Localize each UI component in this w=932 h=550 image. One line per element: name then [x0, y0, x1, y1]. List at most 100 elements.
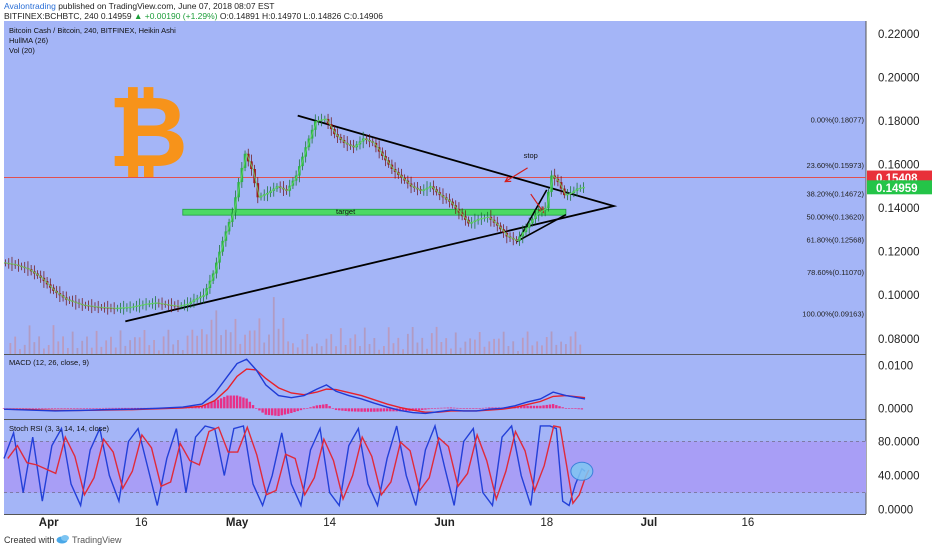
chart-area[interactable]: 0.00%(0.18077) 23.60%(0.15973) 38.20%(0.14…: [0, 21, 932, 531]
stop-arrow[interactable]: [504, 167, 528, 183]
footer-bar: Created with TradingView: [0, 531, 932, 550]
volume-bar: [373, 338, 376, 354]
macd-histogram-bar: [405, 408, 408, 412]
volume-bar: [550, 331, 553, 354]
volume-bar: [459, 347, 462, 354]
author-link[interactable]: Avalontrading: [4, 1, 56, 11]
stoch-title: Stoch RSI (3, 3, 14, 14, close): [9, 424, 110, 433]
macd-histogram-bar: [114, 407, 117, 409]
macd-histogram-bar: [567, 408, 571, 409]
volume-bar: [258, 318, 261, 354]
macd-histogram-bar: [264, 408, 267, 415]
macd-histogram-bar: [542, 405, 545, 409]
fib-label: 50.00%(0.13620): [806, 212, 864, 221]
stop-label: stop: [524, 151, 538, 160]
volume-bar: [33, 342, 36, 354]
price-tick-label: 0.10000: [878, 290, 920, 302]
volume-bar: [478, 332, 481, 354]
volume-bar: [555, 344, 558, 354]
macd-histogram-bar: [350, 408, 354, 412]
macd-histogram-bar: [44, 408, 47, 409]
macd-histogram-bar: [296, 408, 299, 412]
macd-histogram-bar: [363, 408, 366, 412]
time-tick-label: 16: [135, 517, 148, 529]
macd-histogram-bar: [79, 408, 82, 409]
drawings[interactable]: target stop: [4, 114, 866, 323]
volume-bar: [133, 337, 136, 354]
highlight-circle[interactable]: [570, 461, 594, 481]
macd-histogram-bar: [328, 406, 331, 409]
volume-bar: [339, 328, 342, 354]
macd-histogram-bar: [379, 408, 382, 412]
macd-histogram-bar: [63, 408, 66, 409]
triangle-pattern[interactable]: [125, 114, 618, 323]
volume-bar: [392, 343, 395, 354]
volume-bar: [521, 337, 524, 354]
macd-histogram-bar: [414, 408, 418, 411]
macd-histogram-bar: [481, 407, 485, 409]
macd-histogram-bar: [270, 408, 274, 416]
macd-histogram-bar: [376, 408, 379, 412]
target-arrow[interactable]: [530, 193, 545, 214]
volume-bar: [531, 345, 534, 354]
volume-bar: [234, 318, 237, 354]
volume-bar: [224, 329, 227, 354]
volume-bar: [47, 345, 50, 354]
time-tick-label: 18: [540, 517, 553, 529]
macd-histogram-bar: [136, 407, 140, 409]
macd-pane: [2, 358, 586, 417]
macd-histogram-bar: [427, 408, 430, 410]
main-pane-background: [4, 21, 866, 354]
volume-bar: [23, 344, 26, 354]
macd-histogram-bar: [353, 408, 357, 412]
volume-bar: [402, 349, 404, 354]
volume-bar: [57, 341, 60, 354]
volume-bar: [325, 338, 328, 354]
macd-histogram-bar: [290, 408, 293, 414]
macd-histogram-bar: [57, 408, 60, 409]
volume-bar: [502, 331, 505, 354]
macd-histogram-bar: [389, 408, 392, 412]
volume-bar: [330, 334, 333, 354]
macd-histogram-bar: [277, 408, 280, 417]
price-tick-label: 0.14000: [878, 203, 920, 215]
legend-title: Bitcoin Cash / Bitcoin, 240, BITFINEX, H…: [9, 26, 176, 35]
volume-bar: [66, 348, 69, 354]
macd-histogram-bar: [366, 408, 370, 412]
volume-bar: [440, 342, 443, 354]
macd-histogram-bar: [242, 397, 245, 409]
time-tick-label: Apr: [39, 517, 59, 529]
macd-histogram-bar: [34, 408, 38, 409]
macd-histogram-bar: [299, 408, 303, 411]
macd-histogram-bar: [334, 408, 338, 411]
macd-histogram-bar: [440, 407, 443, 409]
macd-histogram-bar: [385, 408, 389, 412]
macd-histogram-bar: [216, 399, 220, 409]
macd-histogram-bar: [104, 407, 108, 409]
fib-label: 0.00%(0.18077): [811, 115, 865, 124]
volume-bar: [244, 334, 246, 354]
macd-histogram-bar: [341, 408, 344, 411]
macd-histogram-bar: [338, 408, 341, 411]
macd-histogram-bar: [545, 404, 548, 409]
target-zone[interactable]: [182, 208, 567, 216]
time-axis-labels: Apr 16 May 14 Jun 18 Jul 16: [39, 517, 754, 529]
macd-histogram-bar: [417, 408, 421, 411]
macd-histogram-bar: [491, 407, 494, 409]
price-axis-background: [866, 21, 932, 531]
macd-histogram-bar: [462, 408, 465, 409]
tradingview-brand[interactable]: TradingView: [72, 535, 122, 545]
macd-histogram-bar: [558, 406, 561, 409]
stoch-tick-label: 40.0000: [878, 471, 920, 483]
macd-histogram-bar: [194, 406, 197, 409]
macd-histogram-bar: [369, 408, 373, 412]
macd-histogram-bar: [213, 401, 216, 409]
price-tick-label: 0.20000: [878, 73, 920, 85]
arrow-head: [537, 206, 545, 214]
volume-bar: [124, 345, 127, 354]
volume-bar: [38, 336, 41, 354]
volume-bar: [569, 336, 572, 354]
volume-bar: [110, 336, 112, 354]
macd-histogram-bar: [436, 407, 440, 409]
volume-bar: [450, 348, 452, 354]
